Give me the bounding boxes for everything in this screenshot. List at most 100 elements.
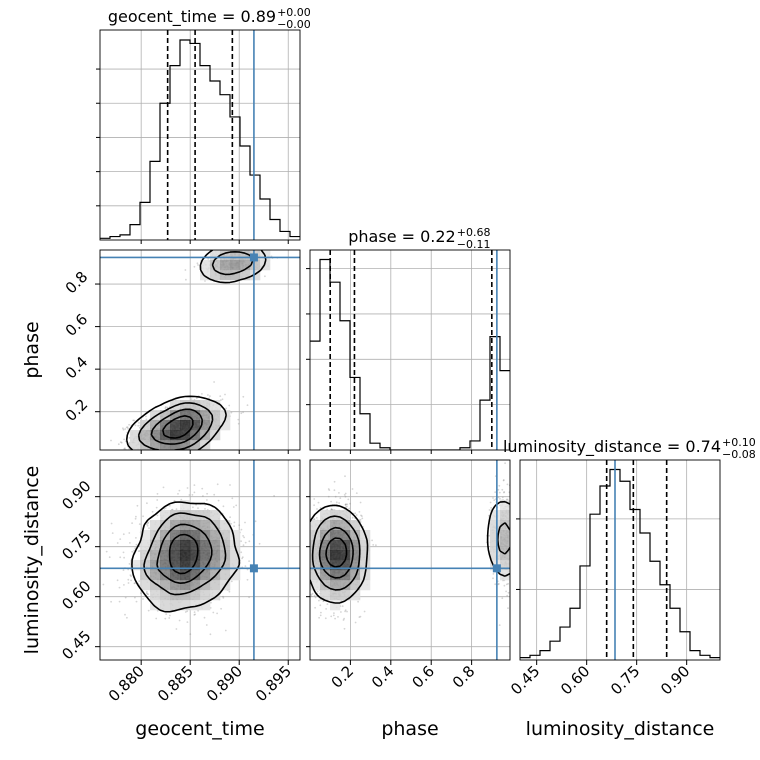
sample-point [127, 578, 130, 581]
density-cell [140, 560, 151, 571]
density-cell [190, 590, 201, 601]
density-cell [240, 260, 251, 271]
sample-point [241, 246, 243, 248]
title-lower-error: −0.00 [277, 18, 311, 31]
sample-point [330, 508, 333, 511]
sample-point [229, 516, 232, 519]
sample-point [131, 550, 134, 553]
sample-point [168, 504, 171, 507]
sample-point [310, 595, 313, 598]
sample-point [138, 523, 141, 525]
sample-point [360, 514, 362, 517]
sample-point [303, 581, 305, 583]
sample-point [330, 615, 333, 618]
sample-point [128, 443, 131, 446]
density-cell [230, 570, 241, 581]
sample-point [335, 501, 338, 504]
density-cell [150, 590, 161, 601]
contour-level [156, 523, 213, 584]
density-cell [160, 540, 171, 551]
sample-point [138, 580, 141, 582]
density-cell [190, 440, 201, 450]
sample-point [347, 498, 350, 501]
sample-point [142, 515, 145, 518]
sample-point [147, 593, 150, 596]
sample-point [243, 536, 246, 539]
sample-point [333, 489, 336, 492]
sample-point [132, 419, 135, 422]
panel-title-phase: phase = 0.22 [348, 227, 455, 246]
sample-point [134, 424, 137, 427]
sample-point [319, 614, 322, 617]
sample-point [156, 493, 159, 495]
sample-point [257, 248, 259, 250]
sample-point [145, 415, 147, 418]
sample-point [134, 461, 136, 463]
grid-lines [100, 250, 300, 450]
sample-point [151, 510, 154, 513]
sample-point [217, 499, 220, 502]
sample-point [202, 495, 204, 497]
sample-point [222, 505, 225, 508]
sample-point [242, 411, 245, 414]
sample-point [235, 247, 237, 249]
sample-point [137, 550, 140, 553]
density-cell [220, 410, 231, 421]
density-cell [250, 270, 261, 281]
sample-point [204, 508, 206, 510]
sample-point [338, 502, 340, 504]
sample-point [361, 517, 364, 520]
sample-point [224, 629, 227, 632]
sample-point [165, 451, 167, 453]
density-cell [150, 410, 161, 421]
density-cell [170, 420, 181, 431]
sample-point [116, 542, 119, 544]
sample-point [209, 395, 211, 397]
sample-point [244, 521, 246, 524]
density-cell [210, 400, 221, 411]
sample-point [178, 489, 181, 492]
sample-point [219, 395, 222, 397]
sample-point [303, 559, 305, 561]
sample-point [135, 543, 138, 546]
density-cell [210, 420, 221, 431]
density-cell [180, 580, 191, 591]
density-cell [220, 420, 231, 431]
sample-point [371, 539, 373, 542]
sample-point [242, 395, 245, 398]
sample-point [196, 262, 199, 265]
sample-point [333, 612, 335, 614]
sample-point [273, 495, 275, 497]
sample-point [314, 596, 317, 599]
sample-point [146, 593, 149, 595]
sample-point [193, 265, 196, 268]
sample-point [134, 596, 136, 599]
sample-point [178, 454, 180, 456]
grid-lines [100, 30, 300, 240]
sample-point [127, 582, 130, 584]
sample-point [144, 478, 146, 480]
sample-point [207, 257, 210, 260]
density-cell [200, 580, 211, 591]
sample-point [169, 614, 171, 617]
title-lower-error: −0.11 [457, 238, 491, 251]
sample-point [319, 507, 322, 509]
sample-point [327, 488, 330, 490]
sample-point [188, 494, 191, 496]
contour-level [168, 533, 199, 575]
sample-point [119, 556, 122, 559]
sample-point [216, 612, 219, 615]
sample-point [341, 605, 344, 608]
sample-point [313, 518, 315, 521]
sample-point [156, 514, 159, 517]
sample-point [313, 518, 316, 521]
sample-point [255, 244, 257, 246]
sample-point [186, 610, 189, 613]
density-cell [210, 270, 221, 281]
sample-point [254, 520, 257, 523]
sample-point [205, 624, 208, 626]
sample-point [206, 492, 209, 495]
density-cell [230, 530, 241, 541]
sample-point [314, 606, 316, 609]
sample-point [185, 278, 187, 281]
